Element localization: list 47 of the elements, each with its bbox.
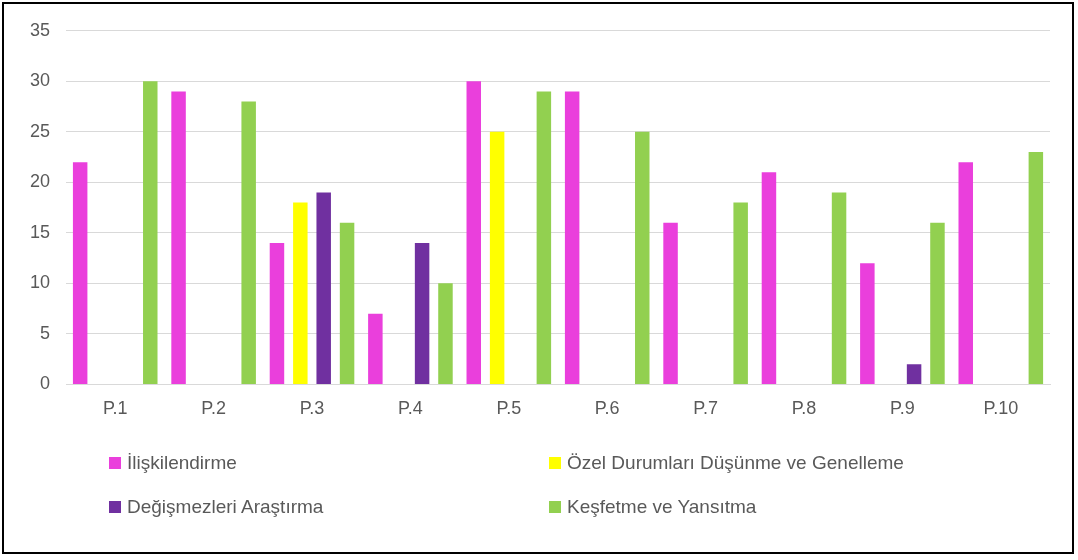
y-tick-label: 30 — [29, 70, 51, 91]
x-tick-label: P.10 — [983, 398, 1019, 419]
x-tick-label: P.9 — [890, 398, 915, 419]
bar — [293, 202, 308, 384]
bar — [663, 222, 678, 384]
bar — [438, 283, 453, 384]
bar — [171, 91, 186, 384]
y-tick-label: 10 — [29, 272, 51, 293]
legend-label: Keşfetme ve Yansıtma — [567, 496, 757, 518]
bar — [368, 313, 383, 384]
bar — [143, 81, 158, 384]
bar — [906, 364, 922, 384]
bar — [635, 131, 650, 384]
y-tick-label: 25 — [29, 120, 51, 141]
bar — [536, 91, 552, 384]
y-tick-label: 0 — [40, 373, 51, 394]
y-tick-label: 15 — [29, 221, 51, 242]
bar — [761, 172, 777, 384]
x-tick-label: P.4 — [398, 398, 423, 419]
bar — [860, 263, 875, 384]
bar — [72, 162, 88, 384]
x-tick-label: P.8 — [791, 398, 817, 419]
bar — [489, 131, 505, 384]
bar — [930, 222, 945, 384]
y-tick-label: 5 — [40, 322, 51, 343]
legend-label: İlişkilendirme — [127, 452, 237, 474]
bar — [466, 81, 481, 384]
y-tick-label: 20 — [29, 171, 51, 192]
bar — [269, 242, 285, 384]
x-tick-label: P.6 — [594, 398, 620, 419]
x-tick-label: P.1 — [102, 398, 128, 419]
legend-label: Özel Durumları Düşünme ve Genelleme — [567, 452, 904, 474]
bar — [733, 202, 748, 384]
bar — [564, 91, 580, 384]
x-tick-label: P.3 — [299, 398, 325, 419]
bar — [831, 192, 847, 384]
bar — [1028, 152, 1044, 384]
bar — [339, 222, 355, 384]
legend-label: Değişmezleri Araştırma — [127, 496, 324, 518]
bar — [241, 101, 256, 384]
x-tick-label: P.7 — [693, 398, 718, 419]
x-tick-label: P.5 — [496, 398, 522, 419]
bar — [958, 162, 973, 384]
bar — [414, 242, 430, 384]
bar — [316, 192, 331, 384]
y-tick-label: 35 — [29, 19, 51, 40]
x-tick-label: P.2 — [201, 398, 226, 419]
